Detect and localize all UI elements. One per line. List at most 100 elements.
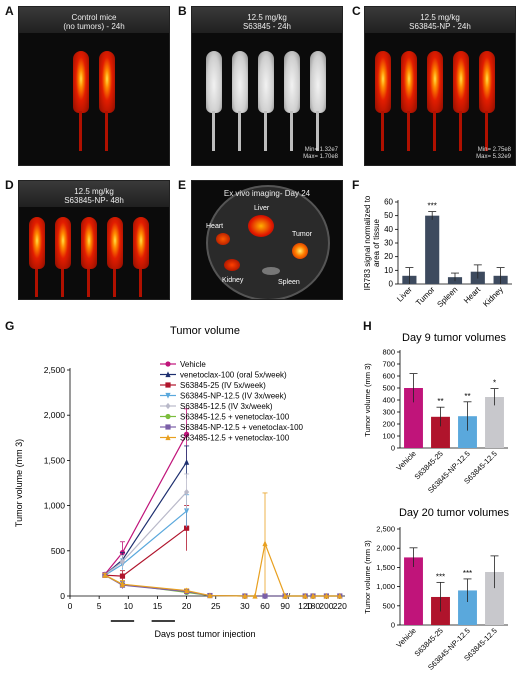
chart-h-day20: Day 20 tumor volumes 0 500 1,000 1,500 2,000 2… [363, 507, 510, 672]
bar-s63845-12-5 [485, 397, 504, 448]
data-point [252, 592, 258, 599]
significance-label: *** [428, 202, 437, 211]
x-tick-label: Spleen [435, 285, 459, 309]
legend-label: venetoclax-100 (oral 5x/week) [180, 371, 287, 380]
chart-g: Tumor volume//05001,0001,5002,0002,500Tu… [14, 325, 347, 638]
x-tick-label: Vehicle [394, 626, 417, 649]
legend-marker [165, 413, 171, 420]
data-point [102, 572, 108, 578]
y-tick-label: 1,500 [44, 455, 66, 465]
significance-label: *** [463, 569, 472, 578]
chart-title: Tumor volume [170, 325, 240, 337]
photo-c-scale: Min= 2.75e8 Max= 5.32e9 [476, 147, 511, 161]
data-point [184, 508, 190, 515]
legend-marker [165, 402, 171, 410]
chart-title: Day 9 tumor volumes [402, 332, 506, 344]
y-tick-label: 1,000 [44, 501, 66, 511]
data-point [262, 593, 268, 599]
data-point [282, 592, 288, 599]
caption-line-2: S63845-NP- 48h [64, 196, 124, 205]
panel-label-d: D [5, 178, 14, 192]
y-tick-label: 0 [389, 280, 394, 289]
y-axis-label: area of tissue [372, 218, 381, 267]
y-tick-label: 50 [384, 211, 393, 220]
x-tick-label: Kidney [481, 285, 505, 309]
y-tick-label: 2,000 [44, 410, 66, 420]
scale-max: Max= 5.32e9 [476, 154, 511, 160]
organ-heart [216, 233, 230, 245]
scale-min: Min= 1.32e7 [304, 147, 338, 153]
series-line [104, 491, 188, 576]
x-tick-label: 0 [68, 601, 73, 611]
legend-label: S63845-NP-12.5 (IV 3x/week) [180, 392, 287, 401]
significance-label: ** [437, 397, 443, 406]
x-tick-label: 10 [124, 601, 134, 611]
data-point [184, 525, 190, 531]
panel-label-c: C [352, 4, 361, 18]
y-tick-label: 800 [382, 348, 395, 357]
organ-label-liver: Liver [254, 205, 270, 212]
y-tick-label: 2,500 [376, 525, 395, 534]
y-axis-label: Tumor volume (mm 3) [363, 540, 372, 614]
photo-e: Ex vivo imaging- Day 24 Liver Heart Tumo… [191, 180, 343, 300]
legend-marker [165, 371, 171, 378]
series-line [104, 433, 188, 575]
series-line [104, 527, 187, 577]
photo-d-caption: 12.5 mg/kg S63845-NP- 48h [19, 187, 169, 205]
photo-c: 12.5 mg/kg S63845-NP - 24h Min= 2.75e8 M… [364, 6, 516, 166]
y-tick-label: 500 [382, 384, 395, 393]
significance-label: ** [464, 392, 470, 401]
data-point [184, 459, 190, 465]
scale-min: Min= 2.75e8 [477, 147, 511, 153]
legend-marker [165, 382, 171, 388]
data-point [184, 431, 190, 437]
y-tick-label: 10 [384, 266, 393, 275]
caption-line-1: 12.5 mg/kg [420, 13, 460, 22]
x-tick-label: Vehicle [394, 449, 417, 472]
series-line [104, 541, 306, 597]
data-point [242, 592, 248, 599]
y-tick-label: 2,000 [376, 544, 395, 553]
caption-line-1: 12.5 mg/kg [247, 13, 287, 22]
bar-vehicle [404, 388, 423, 448]
caption-line-1: Control mice [71, 13, 117, 22]
x-tick-label: Liver [395, 285, 414, 304]
data-point [119, 573, 126, 579]
y-tick-label: 1,000 [376, 582, 395, 591]
y-tick-label: 0 [391, 621, 395, 630]
data-point [337, 592, 343, 599]
y-tick-label: 60 [384, 198, 393, 207]
panel-label-f: F [352, 178, 360, 192]
photo-b-caption: 12.5 mg/kg S63845 - 24h [192, 13, 342, 31]
organ-kidney [224, 259, 240, 271]
panel-label-g: G [5, 319, 15, 333]
caption-line-2: (no tumors) - 24h [63, 22, 125, 31]
photo-b-scale: Min= 1.32e7 Max= 1.70e8 [303, 147, 338, 161]
bar-s63845-25 [431, 416, 450, 448]
data-point [207, 592, 213, 599]
photo-e-caption: Ex vivo imaging- Day 24 [223, 189, 311, 198]
chart-f: 0 10 20 30 40 50 60 IR783 signal normalized to a… [363, 195, 512, 309]
legend-label: S63845-12.5 + venetoclax-100 [180, 413, 290, 422]
y-axis-label: IR783 signal normalized to [363, 195, 372, 290]
y-tick-label: 300 [382, 408, 395, 417]
y-tick-label: 20 [384, 252, 393, 261]
y-axis-label: Tumor volume (mm 3) [14, 439, 24, 527]
y-tick-label: 1,500 [376, 563, 395, 572]
organ-tumor [292, 243, 308, 259]
x-tick-label: 30 [240, 601, 250, 611]
caption-line-1: 12.5 mg/kg [74, 187, 114, 196]
legend-label: Vehicle [180, 360, 206, 369]
x-tick-label: Heart [462, 285, 483, 306]
caption-line-2: S63845-NP - 24h [409, 22, 471, 31]
y-tick-label: 0 [60, 591, 65, 601]
bar-s63845-np-12-5 [458, 416, 477, 448]
series-line [104, 461, 188, 576]
significance-label: *** [436, 572, 445, 581]
y-tick-label: 40 [384, 225, 393, 234]
x-tick-label: 15 [153, 601, 163, 611]
x-tick-label: 90 [280, 601, 290, 611]
legend-marker [165, 424, 171, 430]
organ-label-spleen: Spleen [278, 279, 300, 286]
legend-marker [165, 392, 171, 399]
